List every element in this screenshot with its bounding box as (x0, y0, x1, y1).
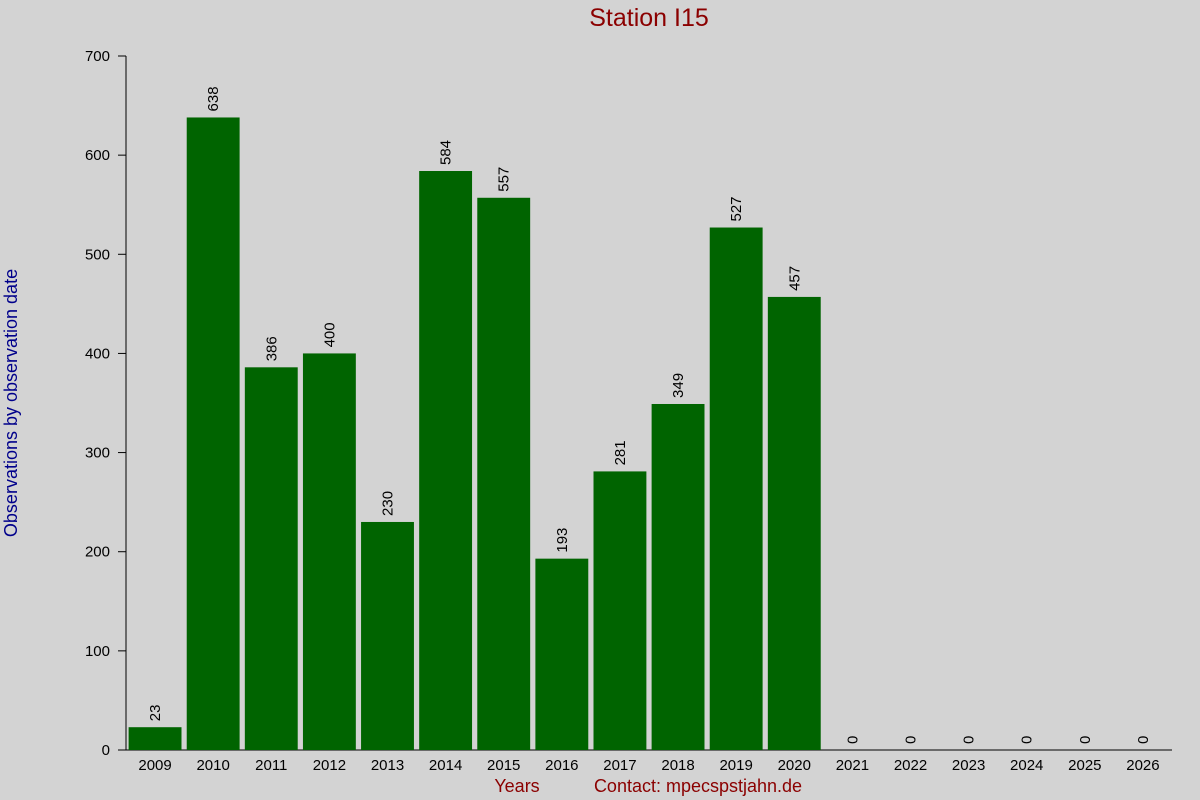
value-label: 584 (438, 140, 455, 165)
value-label: 230 (380, 491, 397, 516)
value-label: 400 (321, 322, 338, 347)
value-label: 281 (612, 440, 629, 465)
bar (477, 197, 531, 750)
x-tick-label: 2010 (196, 757, 229, 774)
bar (767, 296, 821, 750)
x-tick-label: 2011 (255, 757, 287, 774)
value-label: 23 (147, 705, 164, 722)
x-tick-label: 2009 (138, 757, 171, 774)
x-tick-label: 2019 (719, 757, 752, 774)
bar (302, 353, 356, 750)
value-label: 638 (205, 86, 222, 111)
bar (651, 403, 705, 750)
value-label: 457 (786, 266, 803, 291)
x-axis-label: Years (494, 776, 539, 796)
x-tick-label: 2018 (661, 757, 694, 774)
bar (186, 117, 240, 751)
y-tick-label: 400 (85, 345, 110, 362)
value-label: 349 (670, 373, 687, 398)
y-tick-label: 200 (85, 544, 110, 561)
x-tick-label: 2015 (487, 757, 520, 774)
y-tick-label: 600 (85, 147, 110, 164)
value-label: 557 (496, 167, 513, 192)
y-tick-label: 700 (85, 48, 110, 65)
x-tick-label: 2016 (545, 757, 578, 774)
y-tick-label: 500 (85, 246, 110, 263)
value-label: 193 (554, 528, 571, 553)
annotation: Contact: mpecspstjahn.de (594, 776, 802, 796)
bar (128, 727, 182, 750)
x-tick-label: 2013 (371, 757, 404, 774)
bar (244, 367, 298, 750)
x-tick-label: 2024 (1010, 757, 1043, 774)
x-tick-label: 2022 (894, 757, 927, 774)
value-label: 0 (1019, 736, 1036, 744)
value-label: 527 (728, 196, 745, 221)
value-label: 0 (1135, 736, 1152, 744)
bar (419, 171, 473, 750)
y-tick-label: 300 (85, 445, 110, 462)
y-tick-label: 0 (102, 742, 110, 759)
x-tick-label: 2012 (313, 757, 346, 774)
bar (709, 227, 763, 750)
value-label: 386 (263, 336, 280, 361)
chart-title: Station I15 (589, 4, 709, 32)
x-tick-label: 2023 (952, 757, 985, 774)
bar (361, 521, 414, 750)
value-label: 0 (844, 736, 861, 744)
y-tick-label: 100 (85, 643, 110, 660)
x-tick-label: 2026 (1126, 757, 1159, 774)
bar (535, 558, 589, 750)
x-tick-label: 2014 (429, 757, 462, 774)
x-tick-label: 2025 (1068, 757, 1101, 774)
value-label: 0 (961, 736, 978, 744)
y-axis-label: Observations by observation date (1, 269, 21, 537)
bar (593, 471, 647, 750)
x-tick-label: 2020 (778, 757, 811, 774)
value-label: 0 (903, 736, 920, 744)
x-tick-label: 2017 (603, 757, 636, 774)
x-tick-label: 2021 (836, 757, 869, 774)
value-label: 0 (1077, 736, 1094, 744)
